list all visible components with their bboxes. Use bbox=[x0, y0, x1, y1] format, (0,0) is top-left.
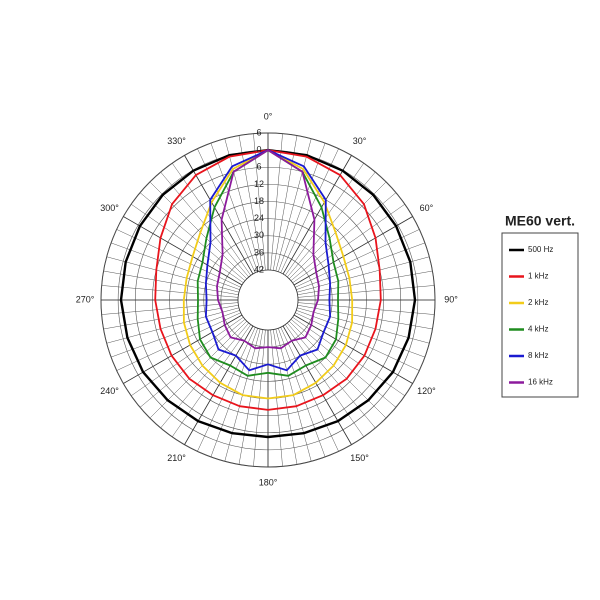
major-spoke bbox=[293, 216, 413, 286]
r-tick-label: 12 bbox=[254, 179, 264, 189]
angle-label: 330° bbox=[167, 136, 186, 146]
major-spoke bbox=[123, 216, 243, 286]
legend-label: 8 kHz bbox=[528, 351, 548, 360]
r-tick-label: 0 bbox=[256, 145, 261, 155]
legend-label: 4 kHz bbox=[528, 325, 548, 334]
angle-label: 180° bbox=[259, 477, 278, 487]
angle-label: 240° bbox=[100, 386, 119, 396]
angle-label: 90° bbox=[444, 294, 458, 304]
r-tick-label: 30 bbox=[254, 230, 264, 240]
legend-label: 16 kHz bbox=[528, 378, 553, 387]
angle-label: 210° bbox=[167, 453, 186, 463]
angle-label: 30° bbox=[353, 136, 367, 146]
angle-label: 150° bbox=[350, 453, 369, 463]
r-tick-label: 42 bbox=[254, 264, 264, 274]
series-line bbox=[119, 148, 417, 439]
angle-label: 270° bbox=[76, 294, 95, 304]
legend-label: 500 Hz bbox=[528, 245, 553, 254]
angle-label: 60° bbox=[420, 203, 434, 213]
major-spoke bbox=[184, 325, 254, 445]
r-tick-label: 24 bbox=[254, 213, 264, 223]
legend-box bbox=[501, 232, 579, 398]
r-tick-label: 6 bbox=[256, 162, 261, 172]
angle-label: 300° bbox=[100, 203, 119, 213]
series-line bbox=[205, 149, 331, 372]
angle-label: 0° bbox=[264, 111, 273, 121]
major-spoke bbox=[282, 325, 352, 445]
inner-circle bbox=[237, 269, 299, 331]
series-line bbox=[182, 149, 354, 400]
series-line bbox=[216, 149, 320, 350]
series-line bbox=[196, 149, 340, 377]
r-tick-label: 18 bbox=[254, 196, 264, 206]
r-tick-label: 36 bbox=[254, 247, 264, 257]
legend-label: 1 kHz bbox=[528, 272, 548, 281]
angle-label: 120° bbox=[417, 386, 436, 396]
series-line bbox=[154, 149, 382, 411]
legend-title: ME60 vert. bbox=[505, 213, 575, 229]
legend-label: 2 kHz bbox=[528, 298, 548, 307]
r-tick-label: 6 bbox=[256, 127, 261, 137]
